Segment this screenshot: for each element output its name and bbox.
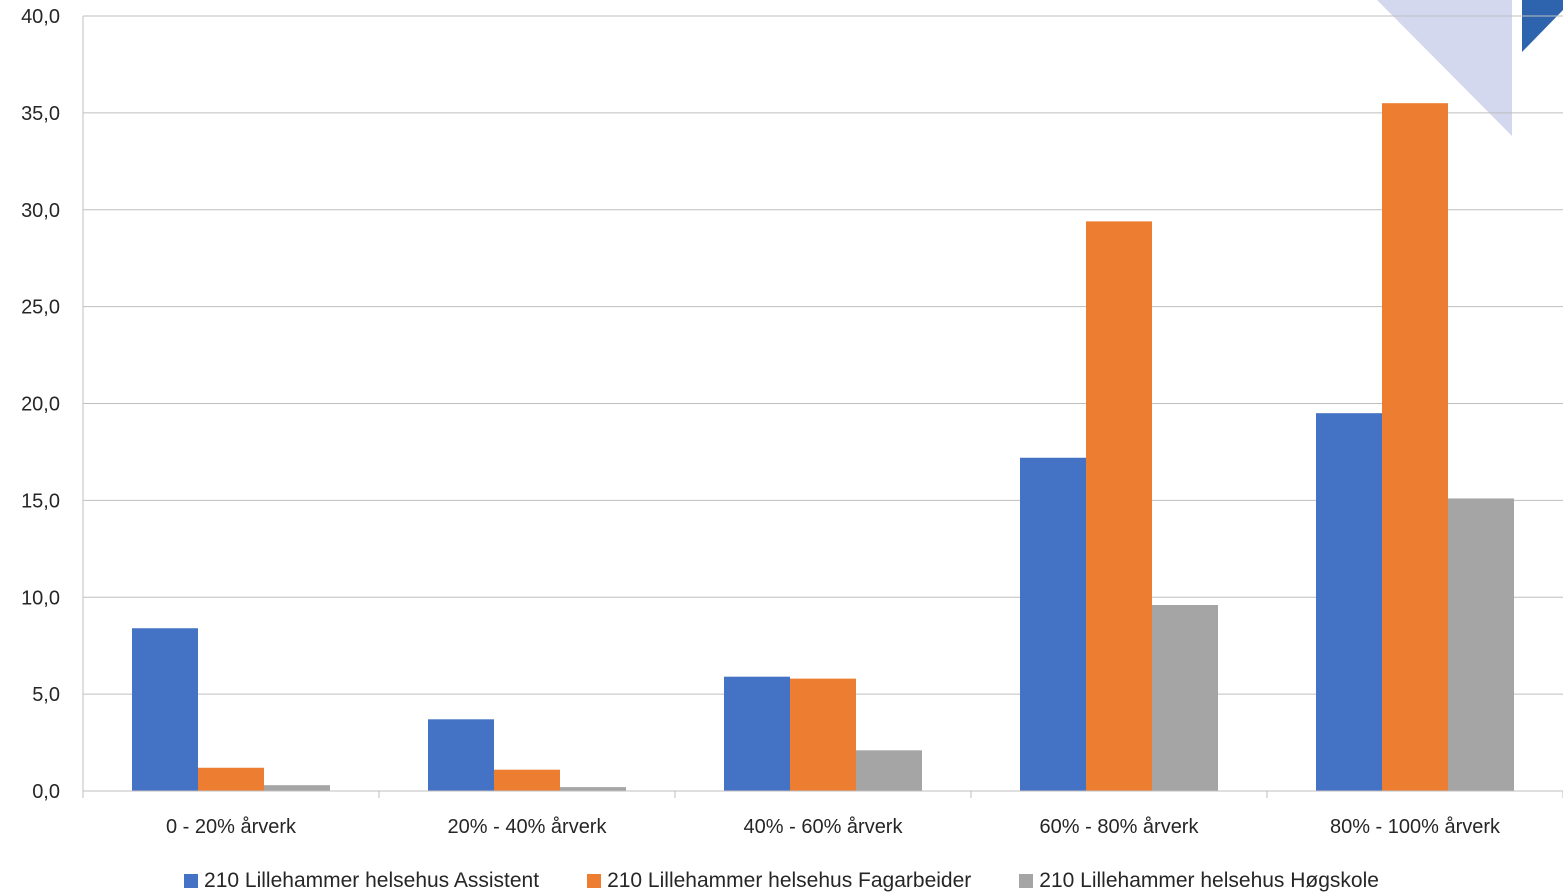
corner-triangle-decoration: [1377, 0, 1512, 136]
x-tick-label: 0 - 20% årverk: [166, 816, 297, 838]
bar: [264, 785, 330, 791]
bars: [132, 103, 1514, 791]
bar: [1316, 413, 1382, 791]
y-tick-label: 0,0: [32, 781, 60, 803]
bar: [1020, 457, 1086, 791]
x-tick-label: 60% - 80% årverk: [1040, 816, 1200, 838]
y-tick-label: 25,0: [21, 297, 60, 319]
legend-label: 210 Lillehammer helsehus Høgskole: [1039, 868, 1379, 892]
bar: [856, 750, 922, 791]
legend-swatch: [1019, 873, 1034, 888]
legend-swatch: [184, 873, 199, 888]
y-tick-label: 10,0: [21, 587, 60, 609]
legend-item-fagarbeider: 210 Lillehammer helsehus Fagarbeider: [587, 869, 971, 893]
x-tick-label: 20% - 40% årverk: [448, 816, 608, 838]
bar: [1382, 103, 1448, 791]
corner-tab-decoration: [1522, 0, 1563, 52]
y-axis-tick-labels: 0,0 5,0 10,0 15,0 20,0 25,0 30,0 35,0 40,0: [21, 6, 60, 803]
legend: 210 Lillehammer helsehus Assistent 210 L…: [0, 866, 1563, 895]
x-tick-label: 80% - 100% årverk: [1330, 816, 1501, 838]
axes: [82, 16, 1563, 798]
y-tick-label: 15,0: [21, 490, 60, 512]
bar: [560, 787, 626, 791]
bar: [494, 769, 560, 791]
y-tick-label: 5,0: [32, 684, 60, 706]
y-tick-label: 35,0: [21, 103, 60, 125]
y-tick-label: 20,0: [21, 394, 60, 416]
y-tick-label: 40,0: [21, 6, 60, 28]
legend-item-assistent: 210 Lillehammer helsehus Assistent: [184, 869, 539, 893]
legend-label: 210 Lillehammer helsehus Assistent: [204, 868, 540, 892]
bar: [1152, 605, 1218, 791]
bar: [428, 719, 494, 791]
bar: [132, 628, 198, 791]
bar: [790, 678, 856, 791]
x-tick-label: 40% - 60% årverk: [744, 816, 904, 838]
bar: [1448, 498, 1514, 791]
bar: [1086, 221, 1152, 791]
legend-item-hogskole: 210 Lillehammer helsehus Høgskole: [1019, 869, 1379, 893]
bar: [724, 676, 790, 791]
legend-swatch: [587, 873, 602, 888]
bar: [198, 767, 264, 791]
y-tick-label: 30,0: [21, 200, 60, 222]
x-axis-tick-labels: 0 - 20% årverk 20% - 40% årverk 40% - 60% …: [166, 816, 1501, 838]
legend-label: 210 Lillehammer helsehus Fagarbeider: [607, 868, 972, 892]
